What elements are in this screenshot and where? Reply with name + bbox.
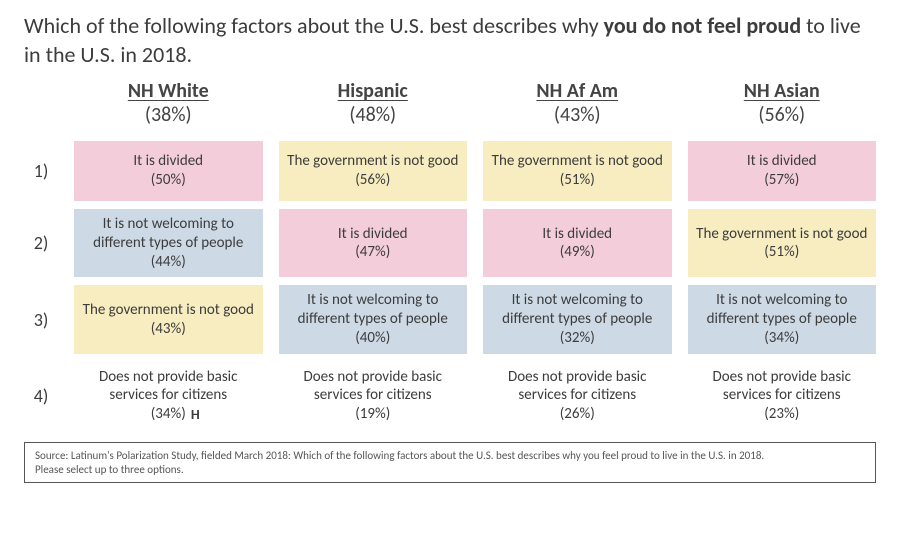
data-cell: The government is not good(51%) [688,209,877,277]
cell-pct: (40%) [355,329,390,348]
data-cell: It is not welcoming to different types o… [279,285,468,353]
row-label: 1) [24,141,58,201]
cell-pct: (57%) [764,171,799,190]
sig-marker: H [191,406,200,424]
col-pct: (38%) [74,103,263,127]
cell-pct: (50%) [151,171,186,190]
cell-pct: (26%) [560,405,595,424]
cell-pct: (32%) [560,329,595,348]
col-header-0: NH White (38%) [74,79,263,133]
cell-label: It is not welcoming to different types o… [285,291,462,329]
data-cell: It is divided(57%) [688,141,877,201]
data-cell: It is not welcoming to different types o… [74,209,263,277]
data-cell: Does not provide basic services for citi… [279,362,468,430]
chart-title: Which of the following factors about the… [24,12,876,69]
col-name: NH White [74,79,263,103]
chart-container: Which of the following factors about the… [0,0,900,540]
cell-label: The government is not good [83,301,254,320]
data-cell: The government is not good(43%) [74,285,263,353]
cell-pct: (49%) [560,243,595,262]
cell-pct: (34%) [764,329,799,348]
data-grid: NH White (38%) Hispanic (48%) NH Af Am (… [24,79,876,430]
cell-pct: (23%) [764,405,799,424]
cell-label: Does not provide basic services for citi… [80,368,257,406]
header-spacer [24,79,58,133]
data-cell: Does not provide basic services for citi… [688,362,877,430]
data-cell: The government is not good(51%) [483,141,672,201]
cell-label: The government is not good [492,152,663,171]
title-prefix: Which of the following factors about the… [24,12,604,39]
source-note: Source: Latinum's Polarization Study, fi… [24,442,876,484]
col-header-3: NH Asian (56%) [688,79,877,133]
cell-pct: (51%) [764,243,799,262]
source-line-2: Please select up to three options. [35,463,865,477]
cell-label: The government is not good [287,152,458,171]
title-bold: you do not feel proud [604,12,802,39]
data-cell: Does not provide basic services for citi… [74,362,263,430]
row-label: 2) [24,209,58,277]
cell-pct: (47%) [355,243,390,262]
cell-label: It is divided [133,152,203,171]
cell-pct: (34%) [151,405,186,424]
col-header-1: Hispanic (48%) [279,79,468,133]
cell-label: It is not welcoming to different types o… [489,291,666,329]
cell-label: It is not welcoming to different types o… [80,215,257,253]
data-cell: Does not provide basic services for citi… [483,362,672,430]
col-header-2: NH Af Am (43%) [483,79,672,133]
data-cell: It is divided(47%) [279,209,468,277]
cell-label: Does not provide basic services for citi… [694,368,871,406]
col-pct: (43%) [483,103,672,127]
cell-label: It is divided [542,225,612,244]
cell-label: Does not provide basic services for citi… [285,368,462,406]
col-name: NH Af Am [483,79,672,103]
cell-pct: (43%) [151,320,186,339]
cell-label: The government is not good [696,225,867,244]
cell-pct: (51%) [560,171,595,190]
cell-label: It is not welcoming to different types o… [694,291,871,329]
data-cell: It is divided(50%) [74,141,263,201]
row-label: 3) [24,285,58,353]
cell-pct: (19%) [355,405,390,424]
cell-pct: (44%) [151,253,186,272]
col-pct: (48%) [279,103,468,127]
data-cell: It is not welcoming to different types o… [483,285,672,353]
cell-label: It is divided [338,225,408,244]
col-pct: (56%) [688,103,877,127]
data-cell: It is not welcoming to different types o… [688,285,877,353]
source-line-1: Source: Latinum's Polarization Study, fi… [35,449,865,463]
col-name: NH Asian [688,79,877,103]
cell-label: Does not provide basic services for citi… [489,368,666,406]
data-cell: The government is not good(56%) [279,141,468,201]
cell-pct: (56%) [355,171,390,190]
row-label: 4) [24,362,58,430]
col-name: Hispanic [279,79,468,103]
data-cell: It is divided(49%) [483,209,672,277]
cell-label: It is divided [747,152,817,171]
